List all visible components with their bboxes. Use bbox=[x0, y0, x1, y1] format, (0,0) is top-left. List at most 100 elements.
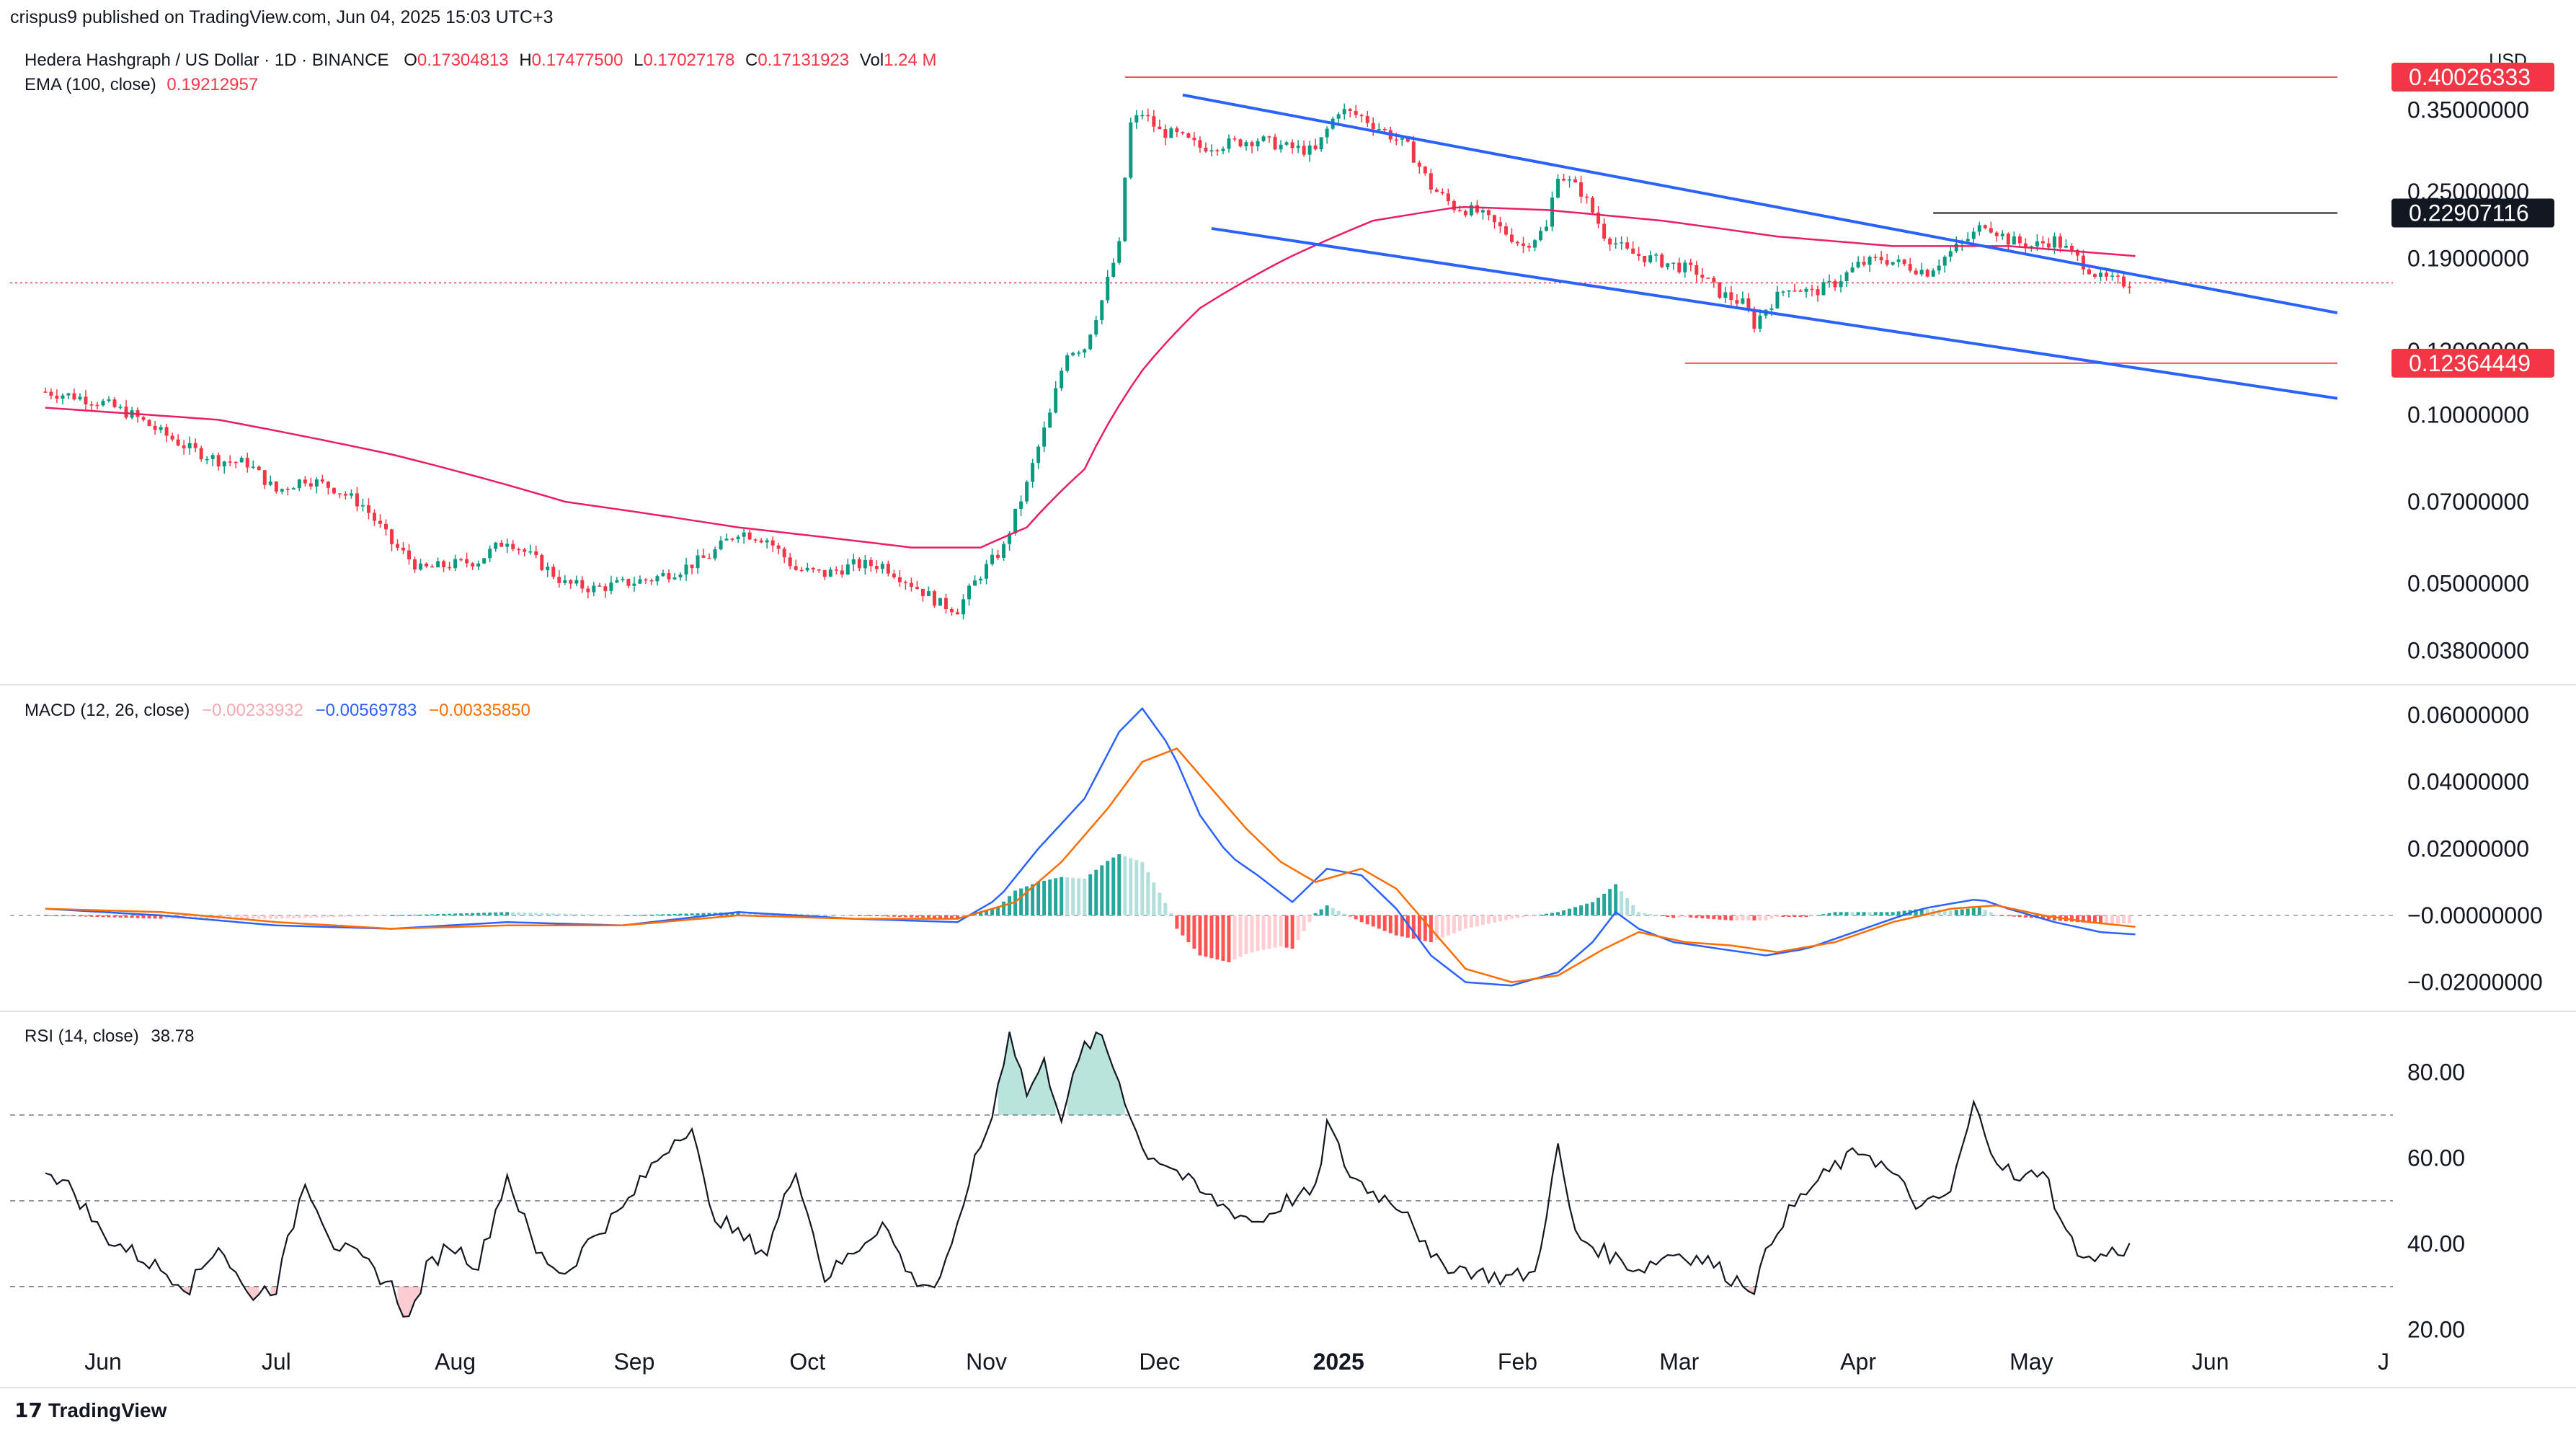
candle-body bbox=[436, 561, 440, 568]
macd-histogram-bar bbox=[1954, 910, 1958, 915]
candle-body bbox=[401, 547, 406, 551]
candle-body bbox=[1625, 242, 1630, 249]
macd-label[interactable]: MACD (12, 26, close) bbox=[25, 701, 190, 720]
candle-body bbox=[488, 549, 492, 559]
candle-body bbox=[1706, 278, 1710, 279]
macd-histogram-bar bbox=[280, 915, 284, 919]
macd-histogram-bar bbox=[1862, 912, 1866, 915]
candle-body bbox=[926, 591, 931, 596]
candle-body bbox=[153, 425, 157, 430]
macd-histogram-bar bbox=[903, 915, 907, 918]
macd-histogram-bar bbox=[1787, 915, 1791, 918]
candle-body bbox=[678, 574, 683, 578]
candle-body bbox=[1181, 132, 1185, 133]
macd-histogram-bar bbox=[1313, 913, 1318, 915]
macd-histogram-bar bbox=[1342, 913, 1346, 915]
candle-body bbox=[874, 566, 879, 569]
macd-histogram-bar bbox=[1475, 915, 1479, 926]
candle-body bbox=[2006, 234, 2010, 245]
macd-histogram-bar bbox=[1833, 912, 1837, 915]
candle-body bbox=[216, 455, 221, 466]
candle-body bbox=[1273, 136, 1277, 150]
macd-histogram-bar bbox=[2122, 915, 2126, 924]
candle-body bbox=[1671, 262, 1676, 264]
candle-body bbox=[782, 549, 786, 558]
ema-label[interactable]: EMA (100, close) bbox=[25, 75, 156, 94]
macd-histogram-bar bbox=[546, 913, 550, 915]
footer-brand[interactable]: 𝟭𝟳 TradingView bbox=[14, 1398, 166, 1422]
macd-histogram-bar bbox=[1244, 915, 1248, 954]
candle-body bbox=[1048, 412, 1052, 428]
macd-histogram-bar bbox=[320, 915, 324, 918]
candle-body bbox=[1908, 264, 1912, 271]
candle-body bbox=[546, 567, 550, 570]
candle-body bbox=[1371, 123, 1375, 130]
macd-histogram-bar bbox=[1134, 860, 1139, 915]
macd-histogram-bar bbox=[1463, 915, 1467, 929]
candle-body bbox=[828, 569, 832, 577]
candle-body bbox=[1065, 355, 1070, 371]
macd-histogram-bar bbox=[1008, 896, 1012, 915]
candle-body bbox=[2035, 241, 2039, 247]
macd-histogram-bar bbox=[1233, 915, 1237, 960]
candle-body bbox=[159, 427, 163, 430]
candle-body bbox=[1284, 142, 1289, 145]
candle-body bbox=[551, 567, 556, 577]
candle-body bbox=[1429, 173, 1433, 190]
candle-body bbox=[170, 435, 174, 440]
candle-body bbox=[448, 567, 452, 569]
candle-body bbox=[147, 420, 151, 426]
candle-body bbox=[1025, 482, 1029, 502]
candle-body bbox=[2069, 245, 2074, 251]
candle-body bbox=[863, 559, 867, 569]
candle-body bbox=[193, 443, 197, 448]
macd-histogram-bar bbox=[1700, 915, 1705, 918]
candle-body bbox=[1244, 142, 1248, 147]
candle-body bbox=[1896, 259, 1901, 262]
candle-body bbox=[1942, 257, 1947, 266]
candle-body bbox=[1637, 253, 1641, 256]
candle-body bbox=[817, 569, 821, 571]
time-tick-label: J bbox=[2378, 1349, 2389, 1375]
macd-histogram-bar bbox=[2093, 915, 2097, 924]
macd-histogram-bar bbox=[49, 915, 53, 916]
macd-histogram-bar bbox=[1065, 877, 1070, 915]
close-label: C bbox=[745, 50, 758, 70]
candle-body bbox=[1879, 257, 1883, 260]
footer-brand-name: TradingView bbox=[48, 1398, 167, 1421]
candle-body bbox=[505, 544, 510, 547]
ema-legend: EMA (100, close) 0.19212957 bbox=[25, 75, 258, 95]
macd-histogram-bar bbox=[1256, 915, 1260, 951]
candle-body bbox=[1434, 189, 1439, 192]
macd-histogram-bar bbox=[2081, 915, 2085, 923]
rsi-label[interactable]: RSI (14, close) bbox=[25, 1026, 139, 1046]
candle-body bbox=[1509, 234, 1514, 242]
macd-histogram-bar bbox=[390, 915, 394, 916]
candle-body bbox=[1648, 255, 1653, 262]
macd-histogram-bar bbox=[193, 915, 197, 919]
macd-histogram-bar bbox=[678, 913, 683, 915]
candle-body bbox=[2093, 274, 2097, 278]
macd-histogram-bar bbox=[262, 915, 267, 919]
macd-histogram-bar bbox=[147, 915, 151, 919]
macd-histogram-bar bbox=[990, 908, 995, 915]
macd-histogram-bar bbox=[1284, 915, 1289, 948]
candle-body bbox=[897, 577, 902, 582]
candle-body bbox=[2000, 234, 2004, 236]
candle-body bbox=[938, 598, 942, 606]
macd-histogram-bar bbox=[141, 915, 146, 918]
macd-histogram-bar bbox=[1804, 915, 1808, 918]
candle-body bbox=[822, 569, 827, 577]
macd-histogram-bar bbox=[384, 915, 388, 916]
macd-histogram-bar bbox=[308, 915, 313, 918]
macd-histogram-bar bbox=[245, 915, 249, 919]
macd-histogram-bar bbox=[845, 915, 850, 916]
macd-histogram-bar bbox=[314, 915, 319, 918]
candle-body bbox=[592, 585, 596, 593]
symbol-name[interactable]: Hedera Hashgraph / US Dollar · 1D · BINA… bbox=[25, 50, 389, 70]
low-value: 0.17027178 bbox=[643, 50, 735, 70]
macd-histogram-bar bbox=[124, 915, 128, 918]
macd-histogram-bar bbox=[1758, 915, 1762, 920]
candle-body bbox=[1382, 128, 1387, 130]
